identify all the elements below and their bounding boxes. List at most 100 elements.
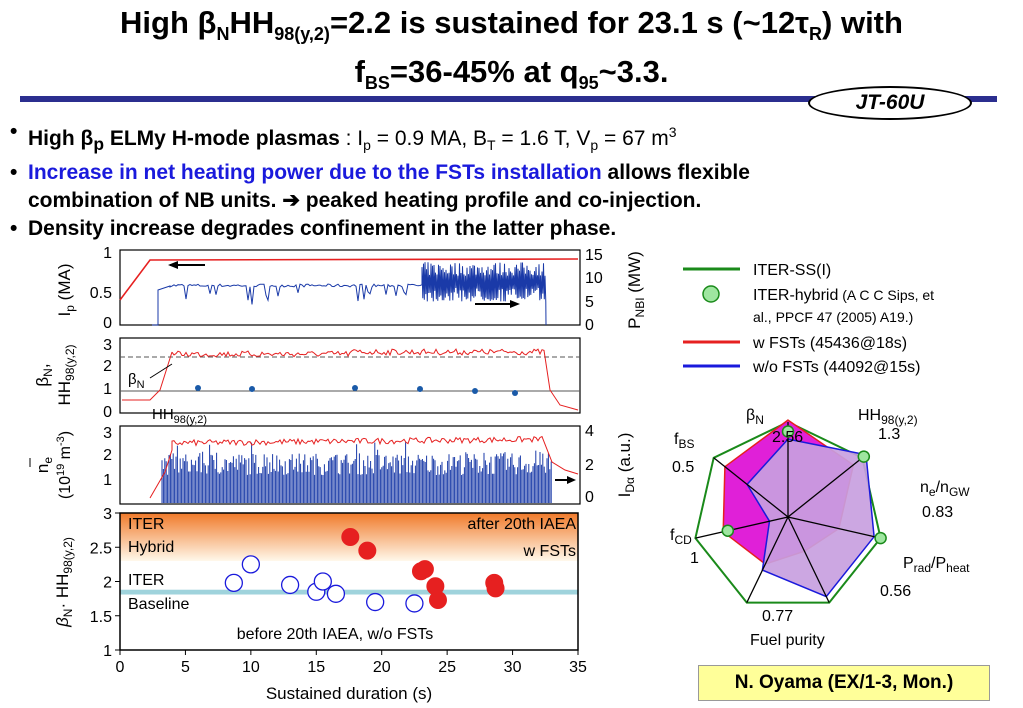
x-tick-label: 15	[307, 659, 325, 676]
y-tick-label: 2.5	[90, 540, 112, 557]
radar-value-label: 0.56	[880, 583, 911, 600]
radar-axis-label: fCD	[670, 527, 692, 547]
hh-label: HH98(y,2)	[152, 406, 207, 426]
hh-points	[195, 385, 518, 396]
pnbi-tick: 15	[585, 247, 603, 264]
beta-tick: 2	[103, 358, 112, 375]
betan-label: βN	[128, 371, 145, 391]
ip-tick: 1	[103, 245, 112, 262]
scatter-point-w-fsts	[415, 560, 434, 579]
bullet-1: High βp ELMy H-mode plasmas : Ip = 0.9 M…	[10, 118, 1000, 159]
bullet-3: Density increase degrades confinement in…	[10, 215, 1000, 243]
ne-tick: 2	[103, 447, 112, 464]
radar-value-label: 1.3	[878, 426, 900, 443]
x-tick-label: 0	[116, 659, 125, 676]
before-iaea-label: before 20th IAEA, w/o FSTs	[237, 626, 434, 643]
iter-baseline-label-1: ITER	[128, 572, 164, 589]
pnbi-trace	[152, 262, 547, 326]
ida-tick: 2	[585, 457, 594, 474]
radar-axis-label: ne/nGW	[920, 479, 970, 499]
ida-bars	[161, 442, 552, 503]
x-tick-label: 5	[181, 659, 190, 676]
y-tick-label: 2	[103, 575, 112, 592]
hh-point	[512, 390, 518, 396]
hh-point	[417, 386, 423, 392]
radar-spoke	[787, 457, 863, 518]
beta-ylabel-2: HH98(y,2)	[55, 344, 77, 405]
scatter-point-w-fsts	[341, 527, 360, 546]
radar-wo-fsts-area	[746, 438, 875, 598]
ida-trace	[161, 442, 552, 503]
legend-label-iter-ss: ITER-SS(I)	[753, 262, 831, 279]
iter-hybrid-label-2: Hybrid	[128, 539, 174, 556]
scatter-frame	[119, 512, 579, 651]
beta-hh-panel: 3 2 1 0 βN, HH98(y,2) βN HH98(y,2)	[33, 337, 581, 426]
after-iaea-label: after 20th IAEA	[467, 516, 576, 533]
title-line-1: High βNHH98(y,2)=2.2 is sustained for 23…	[120, 5, 903, 45]
ip-pnbi-panel: 1 0.5 0 15 10 5 0 Ip (MA) PNBI (MW)	[55, 245, 647, 334]
title-line-2: fBS=36-45% at q95~3.3.	[354, 54, 669, 94]
arrow-right-head	[510, 300, 520, 308]
slide-title: High βNHH98(y,2)=2.2 is sustained for 23…	[0, 4, 1023, 102]
radar-iter-hybrid-point	[874, 531, 887, 545]
legend-label-w-fsts: w FSTs (45436@18s)	[752, 335, 907, 352]
radar-iter-hybrid-point	[721, 524, 735, 537]
ip-tick: 0	[103, 315, 112, 332]
beta-tick: 1	[103, 381, 112, 398]
scatter-point-wo-fsts	[366, 592, 385, 612]
hh-point	[352, 385, 358, 391]
ip-ylabel: Ip (MA)	[55, 264, 77, 317]
ida-ylabel: IDα (a.u.)	[615, 433, 637, 498]
legend-label-iter-hybrid: ITER-hybrid (A C C Sips, et	[753, 287, 934, 304]
radar-axis-label: βN	[746, 407, 764, 427]
scatter-chart: 0 5 10 15 20 25 30 35 1 1.5 2 2.5 3 ITER Hybrid ITER…	[53, 506, 587, 703]
jt60u-badge: JT-60U	[808, 86, 972, 120]
beta-ylabel-1: βN,	[33, 363, 55, 386]
radar-iter-hybrid-point	[781, 425, 795, 438]
hh-point	[249, 386, 255, 392]
x-tick-label: 25	[438, 659, 456, 676]
beta-tick: 0	[103, 404, 112, 421]
scatter-point-wo-fsts	[326, 584, 346, 603]
y-tick-label: 3	[103, 506, 112, 523]
radar-value-label: 0.77	[762, 608, 793, 625]
radar-spoke	[713, 457, 789, 518]
y-tick-label: 1.5	[90, 609, 112, 626]
scatter-point-wo-fsts	[313, 572, 332, 591]
radar-spoke	[787, 516, 830, 603]
y-tick-label: 1	[103, 643, 112, 660]
ne-ida-panel: 3 2 1 4 2 0 ne (1019 m-3) IDα (a.u.)	[29, 423, 637, 506]
x-tick-label: 10	[242, 659, 260, 676]
time-traces: 1 0.5 0 15 10 5 0 Ip (MA) PNBI (MW) 3 2 …	[29, 245, 647, 506]
x-tick-label: 30	[504, 659, 522, 676]
ip-trace	[119, 258, 579, 301]
radar-spoke	[695, 516, 789, 539]
scatter-point-w-fsts	[428, 590, 447, 609]
bullet-list: High βp ELMy H-mode plasmas : Ip = 0.9 M…	[10, 118, 1000, 243]
legend-note-iter-hybrid: al., PPCF 47 (2005) A19.)	[753, 309, 913, 325]
ne-tick: 1	[103, 472, 112, 489]
scatter-point-wo-fsts	[224, 573, 243, 593]
arrow-right-2-head	[567, 476, 576, 484]
pnbi-tick: 0	[585, 317, 594, 334]
hh-point	[472, 388, 478, 394]
ip-tick: 0.5	[90, 285, 112, 302]
iter-baseline-band	[120, 589, 578, 595]
ne-tick: 3	[103, 425, 112, 442]
betan-trace	[122, 348, 579, 411]
radar-spoke	[746, 516, 789, 603]
bullet-2: Increase in net heating power due to the…	[10, 159, 1000, 215]
radar-value-label: 2.56	[772, 429, 803, 446]
hh-point	[195, 385, 201, 391]
legend: ITER-SS(I) ITER-hybrid (A C C Sips, et a…	[683, 262, 934, 376]
scatter-point-w-fsts	[486, 579, 505, 598]
author-credit: N. Oyama (EX/1-3, Mon.)	[698, 665, 990, 701]
iter-hybrid-label-1: ITER	[128, 516, 164, 533]
scatter-point-wo-fsts	[280, 575, 300, 595]
legend-label-wo-fsts: w/o FSTs (44092@15s)	[752, 359, 920, 376]
w-fsts-label: w FSTs	[523, 543, 576, 560]
ida-tick: 0	[585, 489, 594, 506]
arrow-left-head	[168, 261, 178, 269]
betan-pointer	[149, 363, 173, 379]
x-tick-label: 35	[569, 659, 587, 676]
